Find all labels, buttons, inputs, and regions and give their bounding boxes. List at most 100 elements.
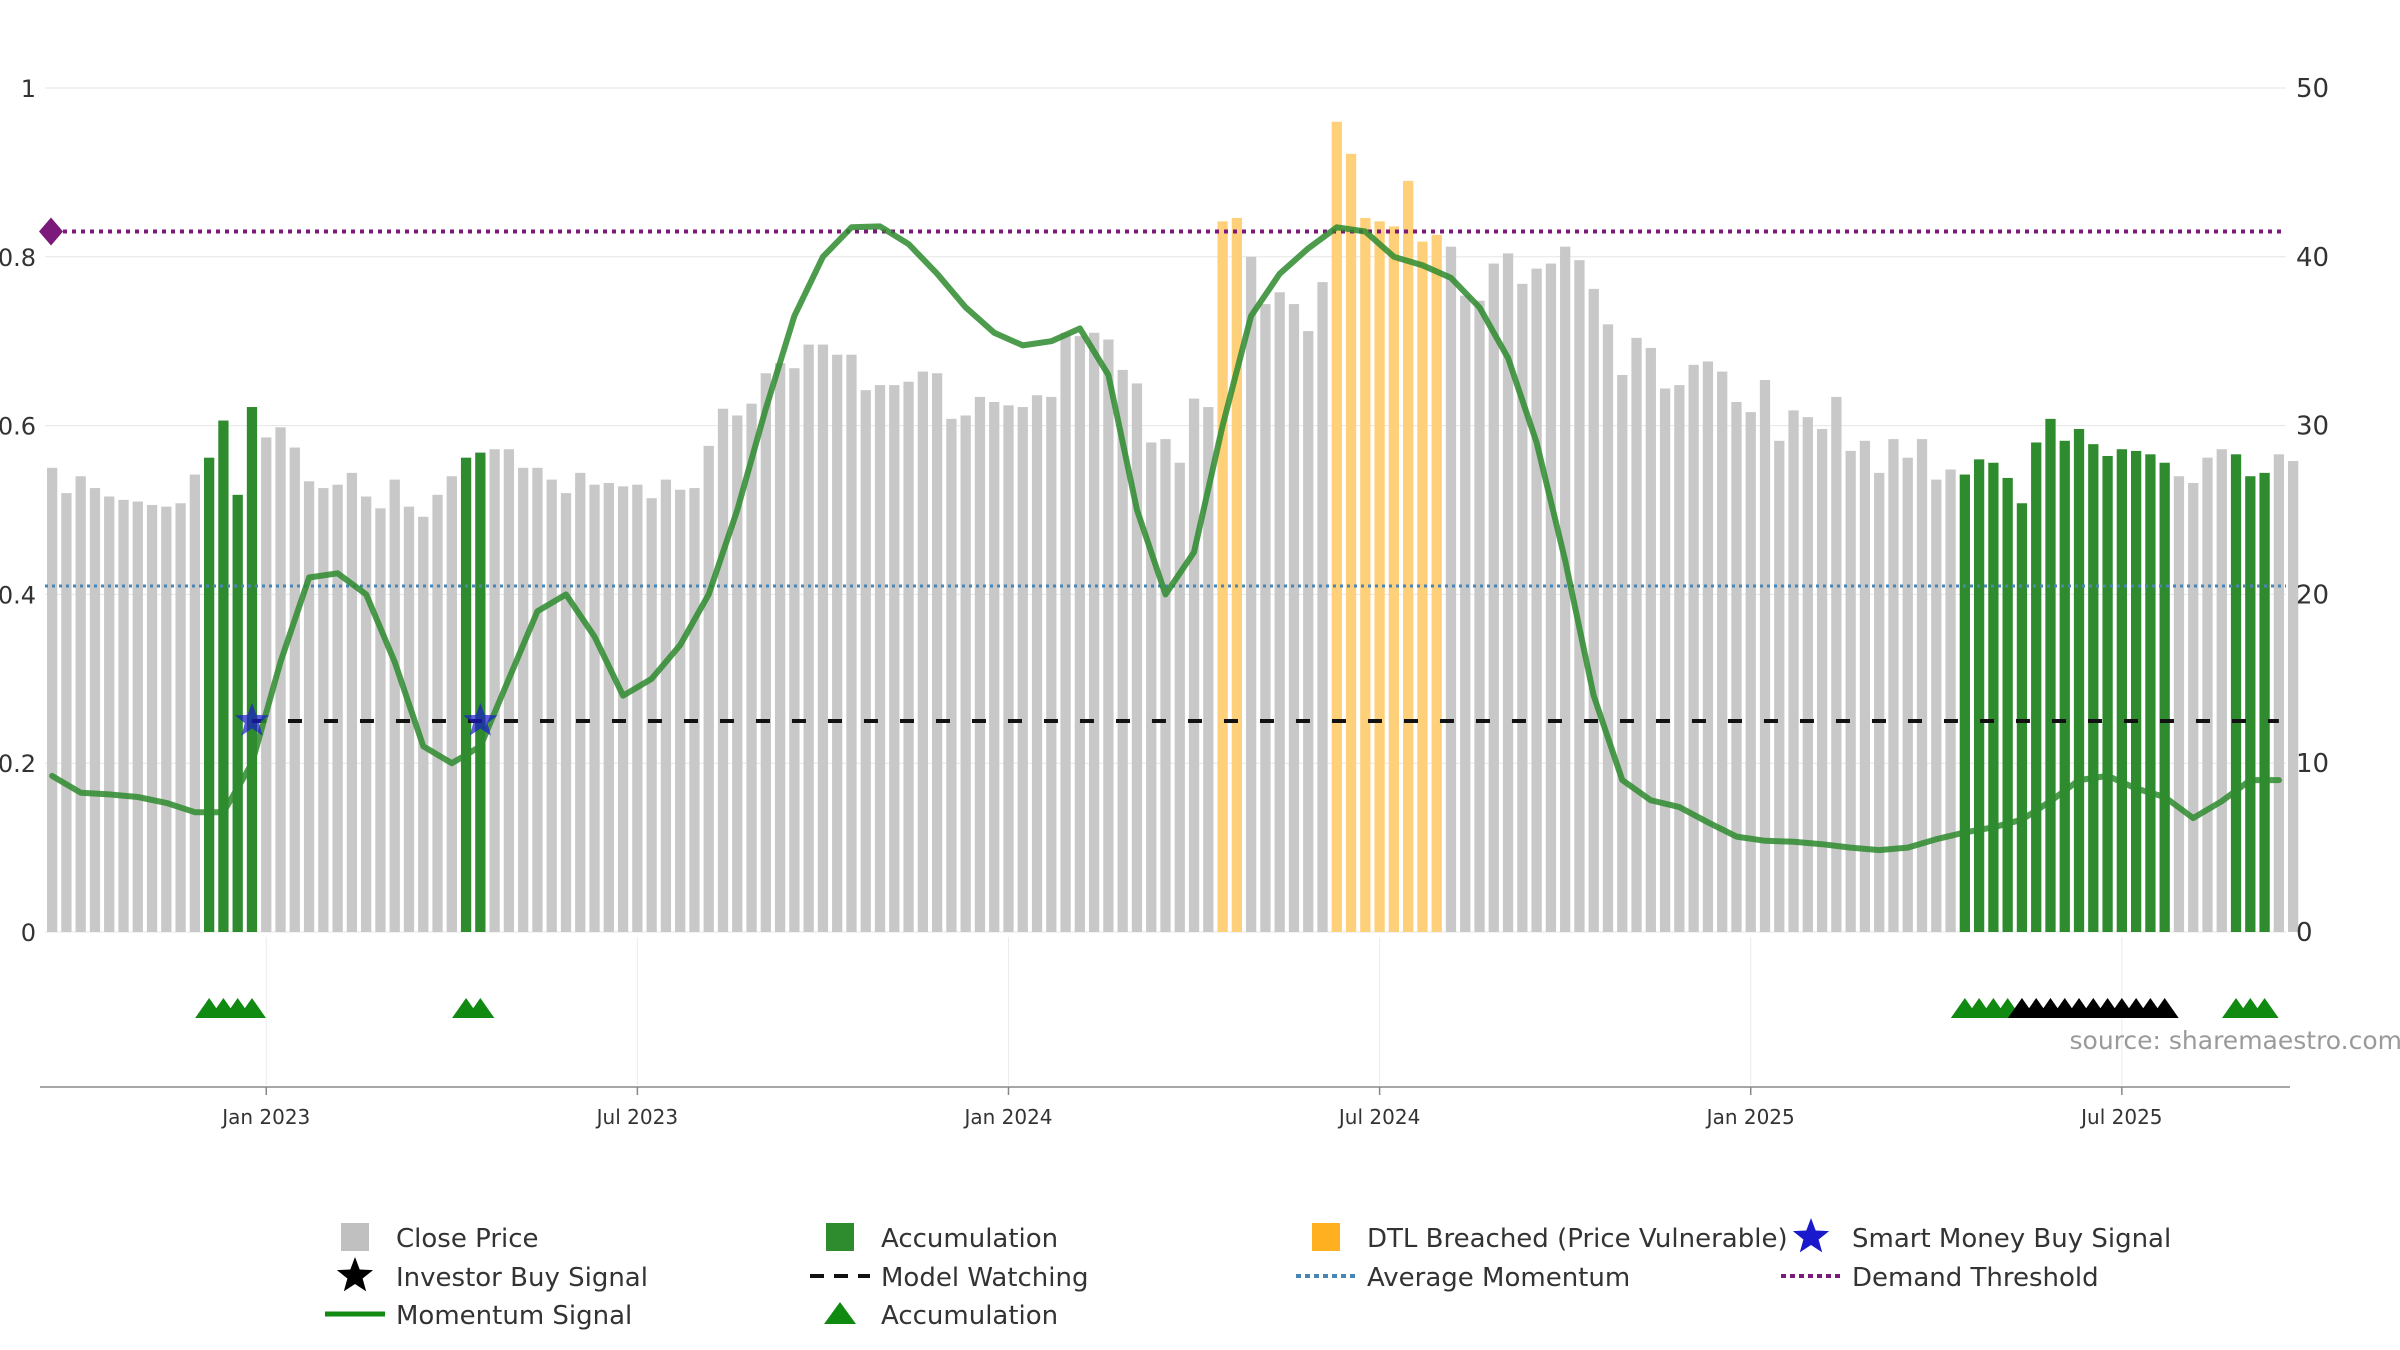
dtl-breached-bar — [1374, 221, 1385, 933]
close-price-bar — [1874, 472, 1885, 932]
accumulation-bar — [2159, 462, 2170, 932]
close-price-bar — [289, 447, 300, 932]
close-price-bar — [1502, 253, 1514, 933]
close-price-bar — [104, 496, 115, 932]
close-price-bar — [61, 493, 72, 932]
legend-close-price-label: Close Price — [396, 1224, 539, 1254]
accumulation-bar — [2116, 449, 2127, 932]
dtl-breached-bar — [1417, 241, 1428, 933]
close-price-bar — [418, 516, 429, 932]
close-price-bar — [1931, 479, 1942, 932]
close-price-bar — [332, 484, 343, 932]
close-price-bar — [617, 486, 629, 932]
close-price-bar — [175, 503, 186, 932]
close-price-bar — [2188, 482, 2199, 932]
close-price-bar — [989, 401, 1000, 933]
right-tick-label: 40 — [2296, 243, 2329, 273]
close-price-bar — [261, 437, 272, 932]
close-price-bar — [1174, 462, 1185, 932]
accumulation-bar — [218, 420, 229, 932]
accumulation-bar — [2002, 477, 2013, 932]
close-price-bar — [389, 479, 400, 932]
close-price-bar — [789, 368, 800, 933]
close-price-bar — [1574, 260, 1585, 932]
left-tick-label: 0.2 — [0, 750, 36, 778]
close-price-bar — [589, 484, 600, 932]
legend-smart-money-buy-signal-swatch — [1792, 1218, 1830, 1253]
close-price-bar — [1588, 288, 1599, 932]
close-price-bar — [1031, 395, 1043, 933]
right-tick-label: 30 — [2296, 412, 2329, 442]
x-tick-label: Jul 2025 — [2079, 1105, 2162, 1129]
legend-model-watching-label: Model Watching — [881, 1263, 1088, 1293]
close-price-bar — [1117, 369, 1128, 932]
close-price-bar — [1474, 300, 1485, 932]
close-price-bar — [546, 479, 557, 932]
close-price-bar — [1088, 332, 1100, 932]
dtl-breached-bar — [1360, 217, 1371, 933]
close-price-bar — [1745, 412, 1756, 933]
legend-accumulation-label: Accumulation — [881, 1224, 1058, 1254]
close-price-bar — [2173, 476, 2185, 932]
accumulation-bar — [2088, 444, 2099, 932]
accumulation-bar — [1973, 459, 1985, 932]
right-tick-label: 0 — [2296, 918, 2313, 948]
right-tick-label: 10 — [2296, 749, 2329, 779]
close-price-bar — [1003, 405, 1014, 933]
close-price-bar — [1831, 396, 1842, 932]
close-price-bar — [817, 344, 829, 933]
close-price-bar — [503, 449, 515, 932]
close-price-bar — [774, 363, 786, 932]
close-price-bar — [346, 472, 358, 932]
close-price-bar — [361, 496, 372, 932]
legend-accumulation-label: Accumulation — [881, 1301, 1058, 1331]
close-price-bar — [1188, 398, 1200, 933]
accumulation-triangle — [466, 998, 495, 1018]
legend-investor-buy-signal-swatch — [336, 1257, 374, 1292]
close-price-bar — [874, 385, 886, 933]
close-price-bar — [746, 403, 757, 932]
accumulation-bar — [2016, 503, 2028, 932]
legend-momentum-signal-label: Momentum Signal — [396, 1301, 632, 1331]
close-price-bar — [803, 344, 814, 933]
dtl-breached-bar — [1345, 153, 1357, 932]
source-label: source: sharemaestro.com — [2070, 1026, 2400, 1055]
right-tick-label: 50 — [2296, 74, 2329, 104]
close-price-bar — [732, 415, 743, 933]
accumulation-triangle — [237, 998, 266, 1018]
close-price-bar — [1788, 410, 1799, 932]
x-tick-label: Jan 2023 — [220, 1105, 310, 1129]
close-price-bar — [1702, 361, 1714, 933]
close-price-bar — [1531, 268, 1542, 932]
close-price-bar — [1274, 292, 1285, 932]
legend-demand-threshold-label: Demand Threshold — [1852, 1263, 2099, 1293]
close-price-bar — [660, 479, 672, 932]
accumulation-bar — [2145, 454, 2156, 932]
dtl-breached-bar — [1431, 234, 1442, 933]
marker-layer — [39, 217, 2279, 1018]
accumulation-bar — [2259, 472, 2270, 932]
close-price-bar — [1645, 347, 1656, 932]
close-price-bar — [446, 476, 457, 932]
close-price-bar — [432, 494, 443, 932]
accumulation-bar — [2102, 455, 2113, 932]
close-price-bar — [1303, 331, 1314, 932]
close-price-bar — [689, 488, 700, 932]
close-price-bar — [518, 467, 529, 932]
close-price-bar — [275, 427, 286, 932]
close-price-bar — [646, 498, 657, 932]
close-price-bar — [1802, 417, 1813, 932]
x-tick-label: Jan 2025 — [1705, 1105, 1795, 1129]
close-price-bar — [1160, 439, 1171, 932]
close-price-bar — [1602, 324, 1614, 932]
legend-accumulation-swatch — [824, 1302, 856, 1324]
close-price-bar — [1317, 282, 1328, 932]
close-price-bar — [1717, 371, 1728, 933]
close-price-bar — [1945, 469, 1956, 932]
close-price-bar — [560, 493, 572, 932]
close-price-bar — [703, 445, 714, 932]
accumulation-bar — [204, 457, 215, 932]
close-price-bar — [946, 418, 957, 933]
close-price-bar — [1759, 380, 1771, 932]
close-price-bar — [860, 390, 871, 932]
